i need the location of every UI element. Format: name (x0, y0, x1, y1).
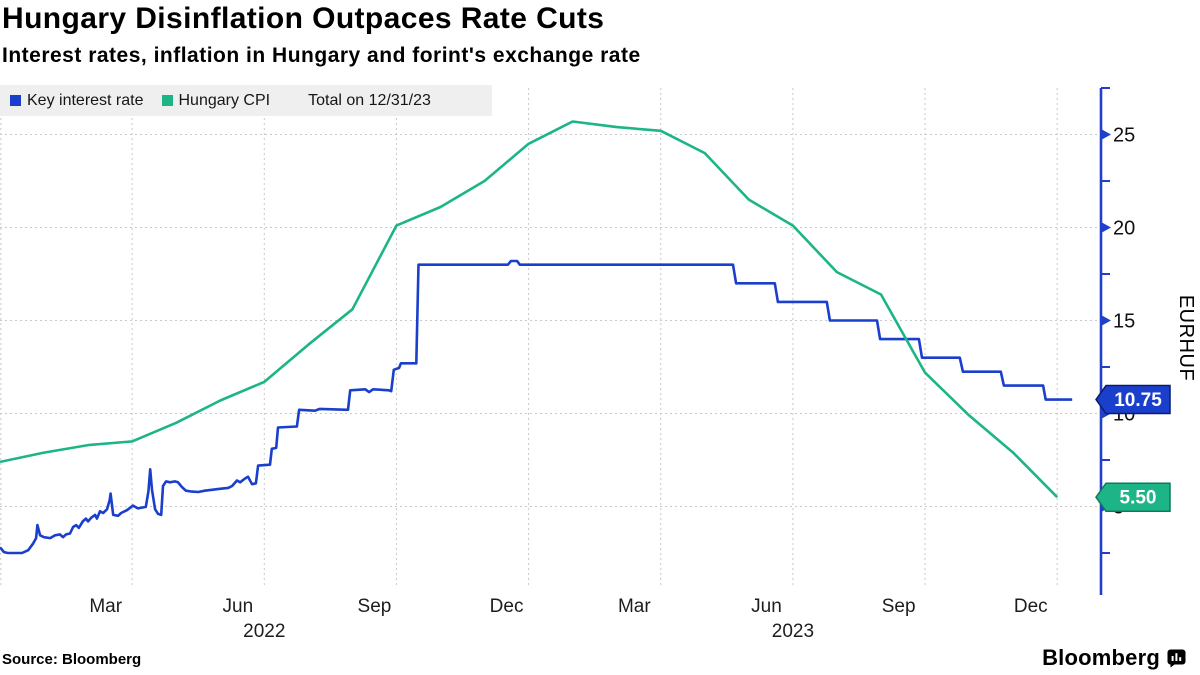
legend-swatch-key-interest-rate (10, 95, 21, 106)
y-axis-tick-label: 20 (1113, 218, 1135, 240)
y-axis-title: EURHUF (1175, 295, 1197, 381)
value-flag-text-hungary-cpi: 5.50 (1120, 488, 1157, 509)
legend-note: Total on 12/31/23 (308, 91, 431, 109)
x-axis-year-label: 2023 (772, 621, 814, 642)
value-flag-text-key-interest-rate: 10.75 (1114, 390, 1162, 411)
y-axis-tick-arrow (1101, 222, 1111, 233)
x-axis-label: Jun (751, 596, 782, 617)
y-axis-tick-arrow (1101, 315, 1111, 326)
x-axis-label: Sep (882, 596, 916, 617)
legend: Key interest rate Hungary CPI Total on 1… (0, 85, 492, 116)
y-axis-tick-arrow (1101, 129, 1111, 140)
chart-plot-area: 252015105MarJunSepDecMarJunSepDec2022202… (0, 87, 1197, 642)
source-line: Source: Bloomberg (2, 651, 142, 668)
x-axis-label: Dec (490, 596, 524, 617)
bloomberg-bars-icon (1167, 649, 1186, 668)
x-axis-label: Dec (1014, 596, 1048, 617)
bloomberg-logo-text: Bloomberg (1042, 645, 1160, 670)
x-axis-label: Sep (358, 596, 392, 617)
legend-label-hungary-cpi: Hungary CPI (178, 91, 271, 109)
x-axis-label: Mar (89, 596, 122, 617)
legend-swatch-hungary-cpi (161, 95, 173, 106)
value-flag-hungary-cpi (1095, 482, 1171, 512)
series-line-key-interest-rate (0, 259, 1073, 555)
value-flag-key-interest-rate (1095, 384, 1171, 415)
page-subtitle: Interest rates, inflation in Hungary and… (2, 44, 641, 67)
x-axis-year-label: 2022 (243, 621, 285, 642)
y-axis-tick-label: 25 (1113, 125, 1135, 147)
bloomberg-logo: Bloomberg (1042, 645, 1186, 671)
x-axis-label: Mar (618, 596, 651, 617)
page-title: Hungary Disinflation Outpaces Rate Cuts (2, 2, 605, 35)
legend-label-key-interest-rate: Key interest rate (27, 91, 144, 109)
series-line-hungary-cpi (0, 120, 1059, 499)
x-axis-label: Jun (223, 596, 254, 617)
y-axis-tick-label: 15 (1113, 311, 1135, 333)
